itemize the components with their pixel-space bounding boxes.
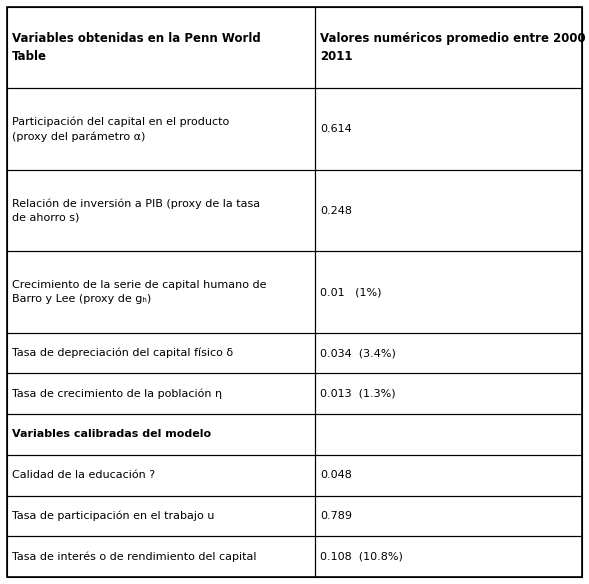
- Text: Valores numéricos promedio entre 2000 y
2011: Valores numéricos promedio entre 2000 y …: [320, 32, 589, 63]
- Text: Crecimiento de la serie de capital humano de
Barro y Lee (proxy de gₕ): Crecimiento de la serie de capital human…: [12, 280, 266, 304]
- Bar: [7, 373, 315, 414]
- Bar: [315, 251, 582, 333]
- Text: Tasa de participación en el trabajo u: Tasa de participación en el trabajo u: [12, 510, 214, 521]
- Bar: [7, 88, 315, 170]
- Text: 0.248: 0.248: [320, 206, 352, 215]
- Bar: [315, 373, 582, 414]
- Text: 0.013  (1.3%): 0.013 (1.3%): [320, 389, 396, 399]
- Text: Variables calibradas del modelo: Variables calibradas del modelo: [12, 429, 211, 440]
- Bar: [7, 536, 315, 577]
- Text: 0.108  (10.8%): 0.108 (10.8%): [320, 552, 403, 562]
- Text: 0.048: 0.048: [320, 470, 352, 480]
- Text: Tasa de crecimiento de la población η: Tasa de crecimiento de la población η: [12, 388, 222, 399]
- Bar: [315, 170, 582, 251]
- Bar: [7, 455, 315, 496]
- Bar: [315, 536, 582, 577]
- Bar: [315, 7, 582, 88]
- Text: 0.789: 0.789: [320, 511, 352, 521]
- Text: 0.614: 0.614: [320, 124, 352, 134]
- Bar: [7, 251, 315, 333]
- Text: Relación de inversión a PIB (proxy de la tasa
de ahorro s): Relación de inversión a PIB (proxy de la…: [12, 199, 260, 223]
- Bar: [7, 7, 315, 88]
- Text: Variables obtenidas en la Penn World
Table: Variables obtenidas en la Penn World Tab…: [12, 32, 260, 63]
- Bar: [7, 170, 315, 251]
- Bar: [315, 88, 582, 170]
- Text: 0.01   (1%): 0.01 (1%): [320, 287, 382, 297]
- Text: 0.034  (3.4%): 0.034 (3.4%): [320, 348, 396, 358]
- Bar: [7, 496, 315, 536]
- Bar: [7, 414, 315, 455]
- Bar: [315, 414, 582, 455]
- Bar: [315, 455, 582, 496]
- Bar: [315, 496, 582, 536]
- Bar: [7, 333, 315, 373]
- Bar: [315, 333, 582, 373]
- Text: Tasa de interés o de rendimiento del capital: Tasa de interés o de rendimiento del cap…: [12, 551, 256, 562]
- Text: Participación del capital en el producto
(proxy del parámetro α): Participación del capital en el producto…: [12, 117, 229, 141]
- Text: Tasa de depreciación del capital físico δ: Tasa de depreciación del capital físico …: [12, 348, 233, 359]
- Text: Calidad de la educación ?: Calidad de la educación ?: [12, 470, 155, 480]
